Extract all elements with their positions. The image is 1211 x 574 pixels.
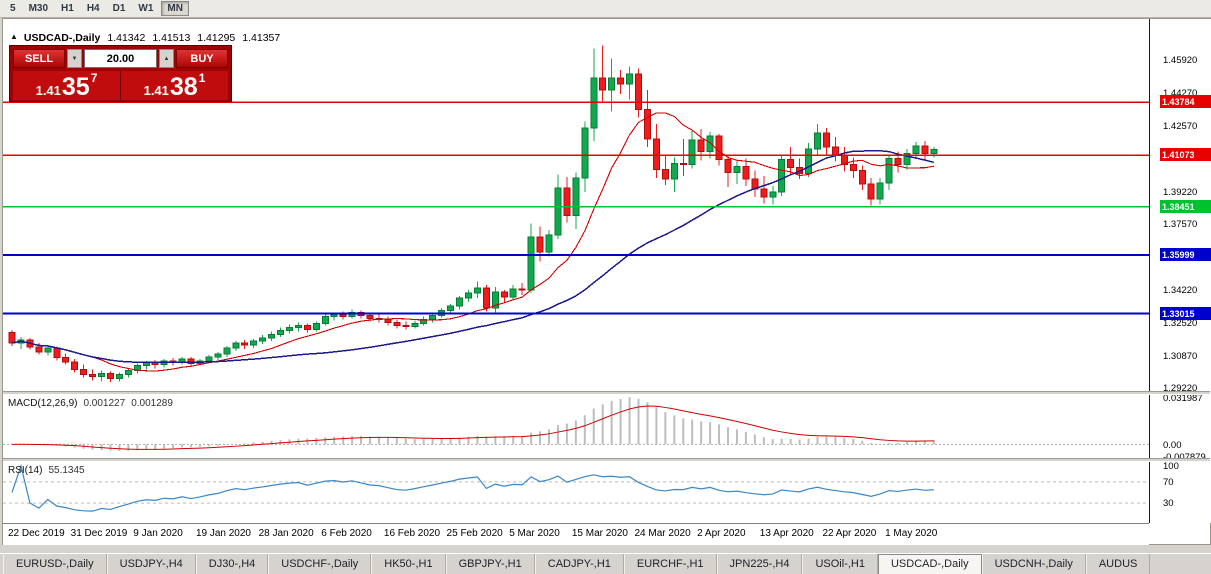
chart-tab[interactable]: AUDUS: [1085, 554, 1151, 574]
ohlc-open: 1.41342: [107, 32, 146, 44]
macd-main-value: 0.001227: [83, 398, 126, 409]
date-label: 19 Jan 2020: [195, 528, 251, 539]
date-label: 16 Feb 2020: [383, 528, 441, 539]
rsi-canvas[interactable]: [3, 462, 1149, 523]
date-label: 22 Dec 2019: [8, 528, 65, 539]
chart-tab[interactable]: EURUSD-,Daily: [3, 554, 107, 574]
timeframe-button-mn[interactable]: MN: [161, 1, 189, 16]
chart-symbol-label: USDCAD-,Daily: [23, 32, 101, 44]
macd-splitter[interactable]: [3, 391, 1210, 395]
ohlc-high: 1.41513: [152, 32, 191, 44]
chart-tab[interactable]: GBPJPY-,H1: [445, 554, 535, 574]
date-label: 24 Mar 2020: [634, 528, 691, 539]
date-label: 25 Feb 2020: [446, 528, 503, 539]
date-label: 9 Jan 2020: [133, 528, 183, 539]
ohlc-low: 1.41295: [197, 32, 236, 44]
chart-window: ▲ USDCAD-,Daily 1.41342 1.41513 1.41295 …: [2, 18, 1211, 545]
date-label: 1 May 2020: [885, 528, 938, 539]
time-axis[interactable]: 22 Dec 2019 31 Dec 2019 9 Jan 2020 19 Jan 2…: [3, 523, 1149, 545]
date-label: 5 Mar 2020: [509, 528, 560, 539]
price-level-badge: 1.35999: [1160, 247, 1211, 261]
sell-button[interactable]: SELL: [13, 49, 65, 68]
price-tick: 1.45920: [1163, 55, 1198, 67]
timeframe-button-w1[interactable]: W1: [138, 3, 154, 14]
date-label: 13 Apr 2020: [759, 528, 814, 539]
buy-price-display: 1.41 38 1: [121, 71, 228, 100]
chart-tab[interactable]: USDJPY-,H4: [106, 554, 196, 574]
price-tick: 1.37570: [1163, 219, 1198, 231]
rsi-axis-tick: 100: [1163, 461, 1179, 472]
rsi-axis-tick: 70: [1163, 476, 1174, 488]
volume-decrease-button[interactable]: ▼: [67, 49, 82, 68]
price-tick: 1.29220: [1163, 383, 1198, 395]
timeframe-button-d1[interactable]: D1: [112, 3, 126, 14]
macd-signal-value: 0.001289: [131, 398, 173, 409]
price-tick: 1.39220: [1163, 186, 1198, 198]
volume-increase-button[interactable]: ▲: [159, 49, 174, 68]
price-level-badge: 1.43784: [1160, 95, 1211, 109]
chart-tab[interactable]: USDCAD-,Daily: [877, 554, 982, 574]
sell-price-pips: 35: [61, 73, 90, 101]
date-label: 28 Jan 2020: [258, 528, 314, 539]
timeframe-button-h4[interactable]: H4: [86, 3, 100, 14]
buy-price-base: 1.41: [143, 83, 169, 98]
main-chart-canvas[interactable]: [3, 19, 1149, 391]
date-label: 2 Apr 2020: [697, 528, 746, 539]
macd-axis-tick: -0.007879: [1163, 452, 1206, 463]
timeframe-button-h1[interactable]: H1: [61, 3, 74, 14]
macd-canvas[interactable]: [3, 395, 1149, 458]
rsi-title: RSI(14): [8, 465, 43, 476]
price-level-badge: 1.38451: [1160, 199, 1211, 213]
macd-axis-tick: 0.031987: [1163, 393, 1203, 404]
rsi-value: 55.1345: [48, 465, 85, 476]
chart-tab[interactable]: EURCHF-,H1: [623, 554, 717, 574]
chart-tab[interactable]: DJ30-,H4: [195, 554, 269, 574]
buy-price-pips: 38: [169, 73, 198, 101]
sell-price-display: 1.41 35 7: [13, 71, 121, 100]
chart-tab[interactable]: HK50-,H1: [371, 554, 446, 574]
buy-button[interactable]: BUY: [176, 49, 228, 68]
date-label: 22 Apr 2020: [822, 528, 877, 539]
sell-price-base: 1.41: [35, 83, 61, 98]
macd-axis-tick: 0.00: [1163, 440, 1182, 452]
price-tick: 1.34220: [1163, 284, 1198, 296]
sell-price-point: 7: [90, 71, 98, 85]
price-tick: 1.44270: [1163, 87, 1198, 99]
timeframe-button-5[interactable]: 5: [10, 3, 16, 14]
chart-tab[interactable]: CADJPY-,H1: [534, 554, 624, 574]
chart-tab[interactable]: USDCHF-,Daily: [268, 554, 372, 574]
rsi-axis-tick: 30: [1163, 498, 1174, 510]
date-label: 31 Dec 2019: [70, 528, 128, 539]
date-label: 6 Feb 2020: [321, 528, 372, 539]
ohlc-close: 1.41357: [242, 32, 281, 44]
macd-label: MACD(12,26,9) 0.001227 0.001289: [8, 398, 173, 409]
rsi-label: RSI(14) 55.1345: [8, 465, 85, 476]
price-tick: 1.30870: [1163, 350, 1198, 362]
price-tick: 1.32520: [1163, 318, 1198, 330]
one-click-trade-panel: SELL ▼ ▲ BUY 1.41 35 7 1.41 38 1: [9, 45, 232, 102]
chart-tab[interactable]: USDCNH-,Daily: [981, 554, 1086, 574]
timeframe-button-m30[interactable]: M30: [28, 3, 49, 14]
date-label: 15 Mar 2020: [571, 528, 628, 539]
price-level-badge: 1.41073: [1160, 148, 1211, 162]
chart-tab[interactable]: USOil-,H1: [802, 554, 878, 574]
macd-title: MACD(12,26,9): [8, 398, 78, 409]
price-axis[interactable]: 1.459201.442701.425701.409201.392201.375…: [1149, 19, 1211, 523]
buy-price-point: 1: [198, 71, 206, 85]
timeframe-toolbar: 5 M30 H1 H4 D1 W1 MN: [0, 0, 1211, 18]
price-tick: 1.42570: [1163, 120, 1198, 132]
one-click-collapse-icon[interactable]: ▲: [10, 32, 18, 41]
chart-tab[interactable]: JPN225-,H4: [716, 554, 803, 574]
price-level-badge: 1.33015: [1160, 306, 1211, 320]
volume-input[interactable]: [84, 49, 157, 68]
chart-tab-bar: EURUSD-,Daily USDJPY-,H4 DJ30-,H4 USDCHF-,D…: [0, 553, 1211, 574]
rsi-splitter[interactable]: [3, 458, 1210, 462]
chart-header: ▲ USDCAD-,Daily 1.41342 1.41513 1.41295 …: [10, 32, 280, 44]
